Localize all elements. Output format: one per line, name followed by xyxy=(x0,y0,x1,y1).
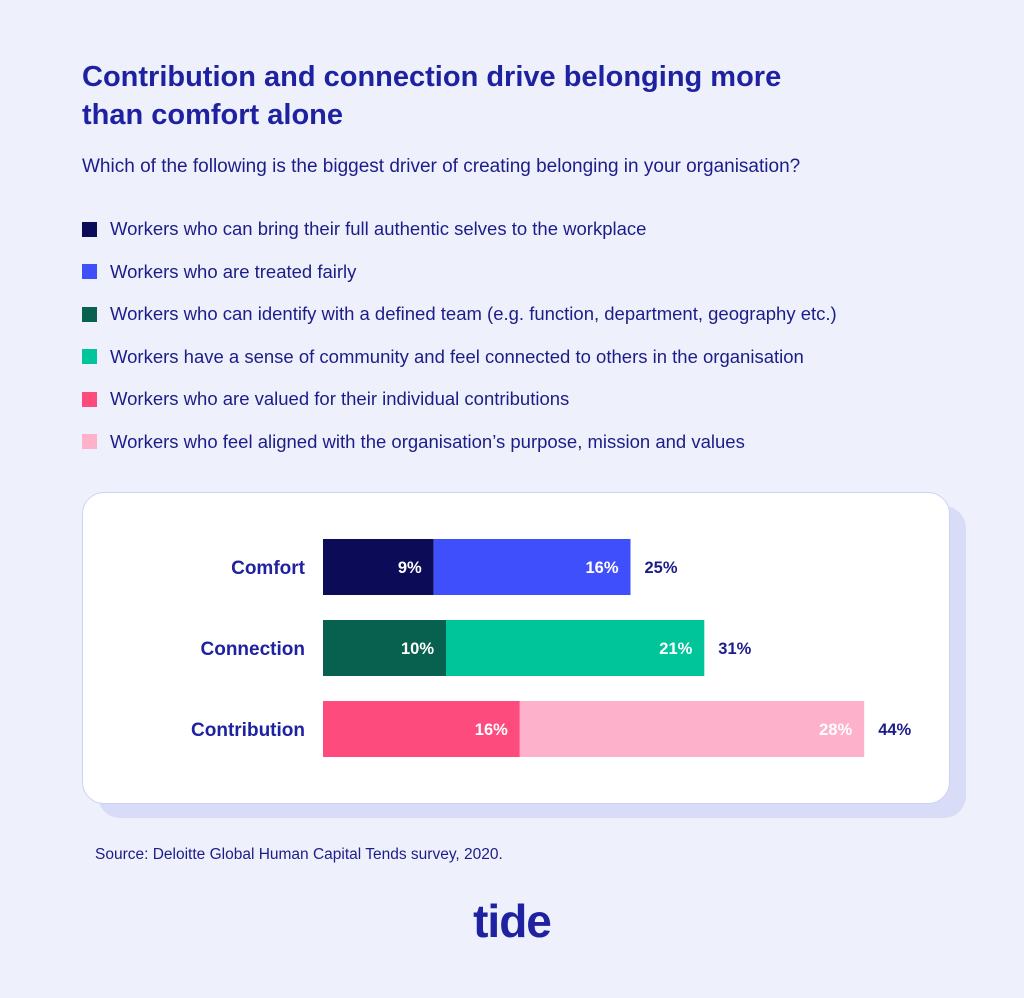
survey-question: Which of the following is the biggest dr… xyxy=(82,156,801,177)
legend-swatch xyxy=(82,391,97,407)
bar-segment xyxy=(446,620,705,676)
legend-label: Workers who feel aligned with the organi… xyxy=(110,430,745,452)
total-value-label: 31% xyxy=(718,640,751,658)
segment-value-label: 9% xyxy=(398,559,422,577)
legend-item: Workers who are treated fairly xyxy=(82,251,837,294)
category-label: Contribution xyxy=(191,720,305,741)
bar-segment xyxy=(323,539,434,595)
segment-value-label: 16% xyxy=(475,721,508,739)
source-note: Source: Deloitte Global Human Capital Te… xyxy=(95,846,503,863)
segment-value-label: 21% xyxy=(659,640,692,658)
bar-segment xyxy=(433,539,631,595)
legend-label: Workers who are valued for their individ… xyxy=(110,388,570,410)
segment-value-label: 16% xyxy=(585,559,618,577)
legend-swatch xyxy=(82,221,97,237)
legend-label: Workers who are treated fairly xyxy=(110,260,357,282)
category-label: Comfort xyxy=(231,558,306,579)
legend-swatch xyxy=(82,264,97,280)
legend-item: Workers who can bring their full authent… xyxy=(82,208,837,251)
legend-item: Workers who are valued for their individ… xyxy=(82,378,837,421)
legend-item: Workers who can identify with a defined … xyxy=(82,293,837,336)
stacked-bar-chart: Comfort 9% 16% 25% Connection 10% 21% 31% Contri… xyxy=(191,539,912,757)
bar-segment xyxy=(323,701,520,757)
segment-value-label: 28% xyxy=(819,721,852,739)
chart-card: Comfort 9% 16% 25% Connection 10% 21% 31% Contri… xyxy=(82,492,950,804)
page-title: Contribution and connection drive belong… xyxy=(82,61,782,131)
legend-label: Workers who can bring their full authent… xyxy=(110,218,647,240)
bar-segment xyxy=(323,620,446,676)
segment-value-label: 10% xyxy=(401,640,434,658)
legend-swatch xyxy=(82,434,97,450)
legend-swatch xyxy=(82,306,97,322)
bar-segment xyxy=(519,701,865,757)
total-value-label: 25% xyxy=(645,559,678,577)
legend-swatch xyxy=(82,349,97,365)
total-value-label: 44% xyxy=(878,721,911,739)
legend-item: Workers have a sense of community and fe… xyxy=(82,336,837,379)
tide-logo: tide xyxy=(473,895,552,947)
legend-label: Workers have a sense of community and fe… xyxy=(110,345,804,367)
legend: Workers who can bring their full authent… xyxy=(82,208,837,463)
legend-label: Workers who can identify with a defined … xyxy=(110,303,837,325)
category-label: Connection xyxy=(201,639,306,660)
legend-item: Workers who feel aligned with the organi… xyxy=(82,421,837,464)
